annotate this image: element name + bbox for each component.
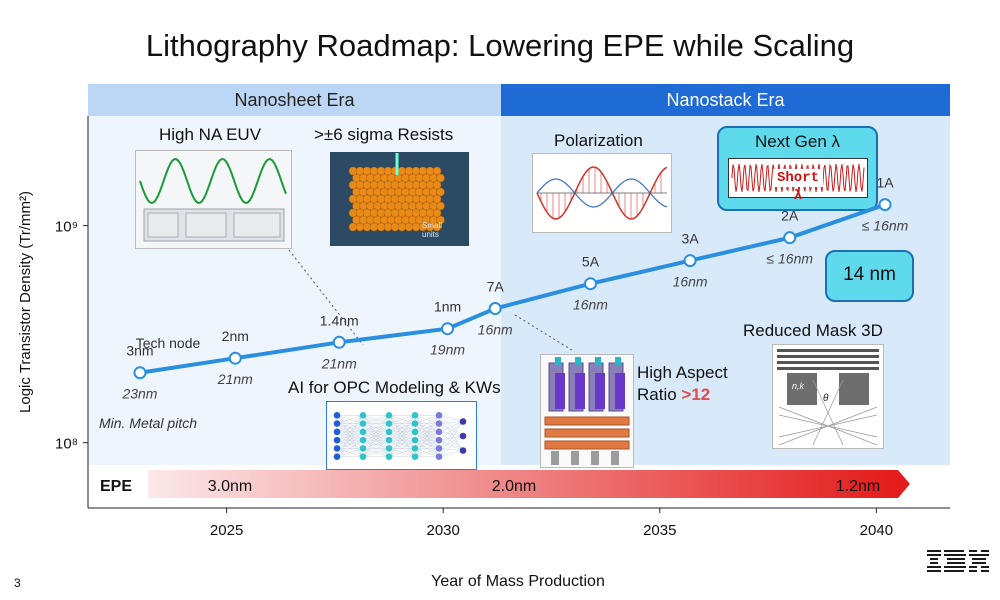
- next-gen-lambda-box: Next Gen λ Short λ: [717, 126, 878, 211]
- data-point-marker: [441, 322, 455, 336]
- page-number: 3: [14, 576, 21, 590]
- x-tick-label: 2040: [860, 522, 893, 539]
- short-lambda-panel: Short λ: [728, 158, 868, 204]
- node-label: 2nm: [222, 328, 249, 344]
- density-series-line: [137, 202, 888, 375]
- ibm-logo: [927, 550, 989, 572]
- high-aspect-line2: Ratio >12: [637, 384, 728, 406]
- epe-label: EPE: [100, 478, 132, 495]
- node-label: 1A: [876, 175, 894, 191]
- nanostack-device-image: [540, 354, 634, 468]
- feature-polarization: Polarization: [554, 131, 643, 150]
- resist-particles-illustration: [348, 153, 445, 232]
- pitch-label: 16nm: [573, 297, 608, 313]
- page-title: Lithography Roadmap: Lowering EPE while …: [145, 28, 855, 63]
- data-point-marker: [332, 335, 346, 349]
- data-point-marker: [228, 351, 242, 365]
- node-label: 1.4nm: [320, 312, 359, 328]
- epe-bar: [148, 470, 898, 498]
- data-point-marker: [783, 231, 797, 245]
- x-tick-label: 2035: [643, 522, 676, 539]
- epe-value-mid: 2.0nm: [492, 478, 536, 495]
- era-banner-nanostack: Nanostack Era: [501, 84, 950, 116]
- leader-high-na: [288, 249, 364, 346]
- pitch-label: 19nm: [430, 342, 465, 358]
- high-aspect-ratio-value: >12: [681, 385, 711, 404]
- node-label: 3nm: [126, 343, 153, 359]
- node-label: 5A: [582, 254, 600, 270]
- epe-value-start: 3.0nm: [208, 478, 252, 495]
- data-point-marker: [878, 198, 892, 212]
- pitch-callout-text: 14 nm: [843, 264, 896, 285]
- pitch-label: ≤ 16nm: [862, 218, 909, 234]
- x-tick-label: 2025: [210, 522, 243, 539]
- high-na-euv-tool-image: [135, 150, 292, 249]
- resist-image: Small units: [330, 152, 469, 246]
- era-banner-nanosheet: Nanosheet Era: [88, 84, 501, 116]
- data-point-marker: [583, 277, 597, 291]
- short-lambda-label: Short λ: [773, 169, 823, 204]
- tech-node-annotation: Tech node: [136, 335, 201, 351]
- node-label: 3A: [682, 231, 700, 247]
- polarization-wave-illustration: [536, 166, 668, 220]
- y-axis-title: Logic Transistor Density (Tr/mm²): [17, 191, 34, 413]
- neural-network-illustration: [333, 411, 467, 461]
- data-point-marker: [683, 254, 697, 268]
- y-tick-label: 10⁹: [55, 219, 78, 236]
- min-metal-pitch-annotation: Min. Metal pitch: [99, 415, 197, 431]
- y-tick-label: 10⁸: [55, 436, 78, 453]
- node-label: 2A: [781, 208, 799, 224]
- nanostack-device-illustration: [541, 355, 633, 467]
- mask-3d-illustration: [773, 345, 883, 448]
- data-point-marker: [133, 366, 147, 380]
- data-point-marker: [488, 302, 502, 316]
- euv-tool-illustration: [136, 151, 291, 248]
- mask-nk-label: n,k: [792, 381, 805, 391]
- feature-mask3d: Reduced Mask 3D: [743, 321, 883, 340]
- feature-high-na-euv: High NA EUV: [159, 125, 262, 144]
- node-label: 1nm: [434, 299, 461, 315]
- mask-theta-label: θ: [823, 393, 829, 404]
- polarization-image: [532, 153, 672, 233]
- feature-high-aspect: High Aspect Ratio >12: [637, 362, 728, 406]
- pitch-label: 21nm: [217, 371, 253, 387]
- pitch-callout-box: 14 nm: [825, 250, 914, 302]
- pitch-label: 23nm: [121, 386, 157, 402]
- pitch-label: 16nm: [478, 322, 513, 338]
- pitch-label: 21nm: [321, 355, 357, 371]
- leader-high-aspect: [514, 314, 576, 353]
- pitch-label: ≤ 16nm: [766, 251, 813, 267]
- feature-resists: >±6 sigma Resists: [314, 125, 454, 144]
- x-tick-label: 2030: [427, 522, 460, 539]
- small-units-caption: Small units: [422, 221, 443, 239]
- high-aspect-ratio-label: Ratio: [637, 385, 677, 404]
- x-axis-title: Year of Mass Production: [431, 573, 605, 590]
- epe-bar-arrowhead: [898, 470, 910, 498]
- high-aspect-line1: High Aspect: [637, 363, 728, 382]
- node-label: 7A: [487, 279, 505, 295]
- feature-opc: AI for OPC Modeling & KWs: [288, 378, 501, 397]
- next-gen-lambda-title: Next Gen λ: [754, 132, 841, 151]
- epe-value-end: 1.2nm: [836, 478, 880, 495]
- pitch-label: 16nm: [673, 274, 708, 290]
- neural-network-image: [326, 401, 477, 470]
- mask-3d-image: n,k θ: [772, 344, 884, 449]
